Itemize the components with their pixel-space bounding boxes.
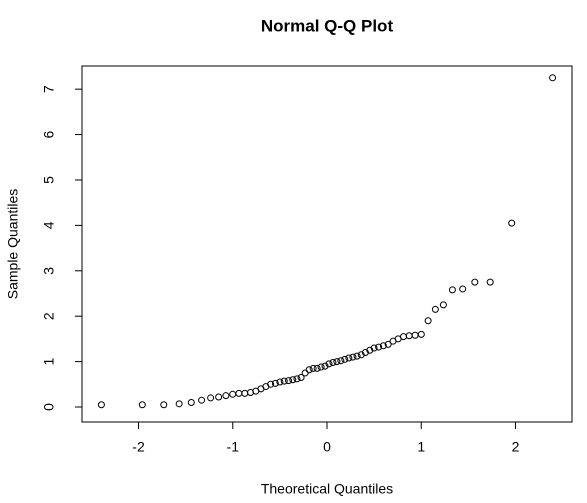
point: [325, 360, 333, 368]
point: [417, 330, 425, 338]
point: [424, 317, 432, 325]
y-tick-label: 7: [41, 85, 57, 93]
point: [297, 374, 305, 381]
point: [439, 301, 447, 309]
point: [353, 352, 361, 360]
y-tick-label: 5: [41, 176, 57, 184]
point: [508, 219, 516, 227]
point: [289, 376, 297, 384]
point: [384, 340, 392, 348]
point: [276, 378, 284, 386]
point: [235, 389, 243, 397]
point: [175, 400, 183, 408]
x-tick-label: -1: [227, 439, 240, 455]
point: [293, 375, 301, 383]
point: [549, 74, 557, 82]
point: [333, 358, 341, 366]
point: [375, 343, 383, 351]
point: [459, 285, 467, 293]
y-tick-label: 2: [41, 312, 57, 320]
point: [222, 392, 230, 400]
point: [379, 342, 387, 350]
point: [309, 364, 317, 372]
point: [370, 344, 378, 352]
point: [207, 394, 215, 402]
point: [321, 362, 329, 370]
y-tick-label: 3: [41, 267, 57, 275]
point: [271, 379, 279, 387]
point: [215, 393, 223, 401]
point: [357, 351, 365, 359]
point: [349, 353, 357, 361]
point: [486, 278, 494, 286]
point: [341, 355, 349, 363]
point: [405, 332, 413, 340]
point: [160, 401, 168, 409]
point: [313, 364, 321, 372]
point: [97, 401, 105, 409]
point: [448, 286, 456, 294]
y-tick-label: 6: [41, 130, 57, 138]
point: [267, 380, 275, 388]
x-tick-label: 2: [512, 439, 520, 455]
point: [431, 305, 439, 313]
point: [305, 366, 313, 374]
point: [329, 359, 337, 367]
point: [471, 278, 479, 286]
point: [187, 398, 195, 406]
point: [411, 331, 419, 339]
y-tick-label: 4: [41, 221, 57, 229]
y-tick-label: 1: [41, 358, 57, 366]
point: [198, 396, 206, 404]
point: [241, 389, 249, 397]
point: [280, 377, 288, 385]
point: [317, 363, 325, 371]
x-tick-label: -2: [132, 439, 145, 455]
x-tick-label: 0: [323, 439, 331, 455]
point: [337, 357, 345, 365]
point: [285, 377, 293, 385]
point: [229, 390, 237, 398]
x-axis-label: Theoretical Quantiles: [261, 481, 393, 497]
point: [345, 354, 353, 362]
point: [138, 401, 146, 409]
point: [400, 333, 408, 341]
chart-title: Normal Q-Q Plot: [261, 16, 394, 35]
x-tick-label: 1: [417, 439, 425, 455]
y-tick-label: 0: [41, 403, 57, 411]
point: [301, 369, 309, 377]
y-axis-label: Sample Quantiles: [5, 189, 21, 300]
